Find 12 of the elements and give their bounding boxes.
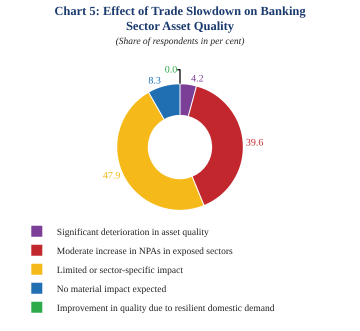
legend-label: Improvement in quality due to resilient domestic demand: [56, 304, 275, 314]
legend-label: Significant deterioration in asset quality: [56, 228, 210, 238]
chart-subtitle: (Share of respondents in per cent): [114, 37, 246, 47]
text: 0.0: [164, 64, 178, 76]
data-label: 39.6: [246, 138, 264, 149]
data-label: 8.3: [148, 75, 161, 86]
legend-label: No material impact expected: [56, 284, 167, 295]
data-label: 4.2: [191, 73, 204, 84]
chart-title: Chart 5: Effect of Trade Slowdown on Banking Sector Asset Quality: [53, 3, 307, 34]
data-label: 47.9: [102, 170, 120, 182]
legend-label: Limited or sector-specific impact: [56, 266, 184, 276]
legend-label: Moderate increase in NPAs in exposed sectors: [56, 246, 233, 257]
